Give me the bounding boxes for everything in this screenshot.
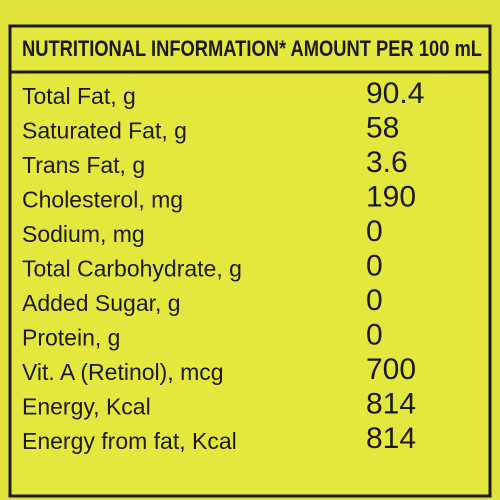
row-value: 190: [366, 180, 416, 213]
row-value: 3.6: [366, 146, 408, 179]
row-value: 814: [366, 387, 416, 420]
row-value: 0: [366, 318, 383, 351]
row-label: Added Sugar, g: [22, 290, 181, 316]
row-label: Protein, g: [22, 325, 120, 351]
row-value: 0: [366, 249, 383, 282]
row-value: 700: [366, 353, 416, 386]
row-label: Sodium, mg: [22, 221, 145, 247]
row-label: Total Fat, g: [22, 83, 136, 109]
row-value: 58: [366, 111, 399, 144]
row-label: Cholesterol, mg: [22, 187, 183, 213]
row-label: Trans Fat, g: [22, 152, 145, 178]
row-label: Vit. A (Retinol), mcg: [22, 359, 224, 385]
row-value: 90.4: [366, 77, 424, 110]
row-label: Total Carbohydrate, g: [22, 256, 242, 282]
row-label: Saturated Fat, g: [22, 118, 187, 144]
header-title: NUTRITIONAL INFORMATION* AMOUNT PER 100 …: [22, 36, 482, 61]
row-value: 814: [366, 422, 416, 455]
row-value: 0: [366, 284, 383, 317]
row-label: Energy from fat, Kcal: [22, 428, 237, 454]
table-rows: Total Fat, g 90.4 Saturated Fat, g 58 Trans …: [22, 77, 424, 455]
table-border: [8, 24, 492, 498]
row-label: Energy, Kcal: [22, 394, 151, 420]
row-value: 0: [366, 215, 383, 248]
